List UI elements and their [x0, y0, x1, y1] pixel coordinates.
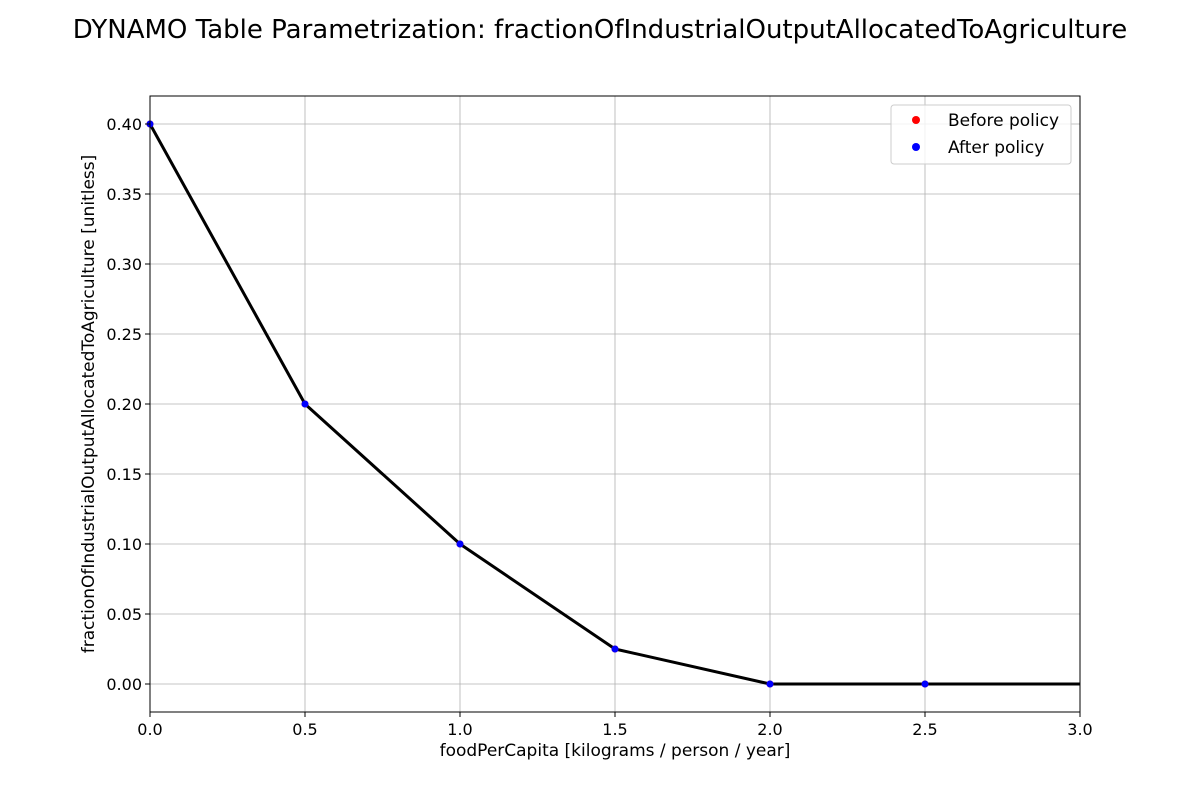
x-tick-label: 1.0 [447, 720, 472, 739]
x-axis-label: foodPerCapita [kilograms / person / year… [440, 741, 791, 761]
y-tick-label: 0.20 [106, 395, 142, 414]
y-tick-label: 0.05 [106, 605, 142, 624]
data-point-after-policy [766, 680, 774, 688]
x-tick-label: 3.0 [1067, 720, 1092, 739]
data-point-after-policy [921, 680, 929, 688]
grid-lines [149, 96, 1081, 712]
x-tick-label: 1.5 [602, 720, 627, 739]
chart-title: DYNAMO Table Parametrization: fractionOf… [73, 15, 1127, 45]
x-tick-label: 2.5 [912, 720, 937, 739]
y-tick-label: 0.30 [106, 255, 142, 274]
data-point-after-policy [456, 540, 464, 548]
x-tick-label: 0.5 [292, 720, 317, 739]
data-point-after-policy [611, 645, 619, 653]
y-tick-label: 0.15 [106, 465, 142, 484]
legend-label-before-policy: Before policy [948, 111, 1059, 131]
y-tick-label: 0.35 [106, 185, 142, 204]
legend-marker-before-policy [912, 116, 920, 124]
y-axis-label: fractionOfIndustrialOutputAllocatedToAgr… [79, 155, 99, 654]
x-tick-label: 0.0 [137, 720, 162, 739]
legend-marker-after-policy [912, 143, 920, 151]
y-tick-label: 0.25 [106, 325, 142, 344]
y-tick-label: 0.10 [106, 535, 142, 554]
x-tick-label: 2.0 [757, 720, 782, 739]
data-point-after-policy [301, 400, 309, 408]
x-axis-ticks: 0.0 0.5 1.0 1.5 2.0 2.5 3.0 [137, 712, 1093, 739]
legend: Before policy After policy [890, 104, 1072, 165]
legend-label-after-policy: After policy [948, 138, 1044, 158]
y-axis-ticks: 0.00 0.05 0.10 0.15 0.20 0.25 0.30 0.35 0.40 [106, 115, 150, 694]
data-points [146, 120, 929, 688]
y-tick-label: 0.00 [106, 675, 142, 694]
legend-box [890, 104, 1072, 165]
y-tick-label: 0.40 [106, 115, 142, 134]
